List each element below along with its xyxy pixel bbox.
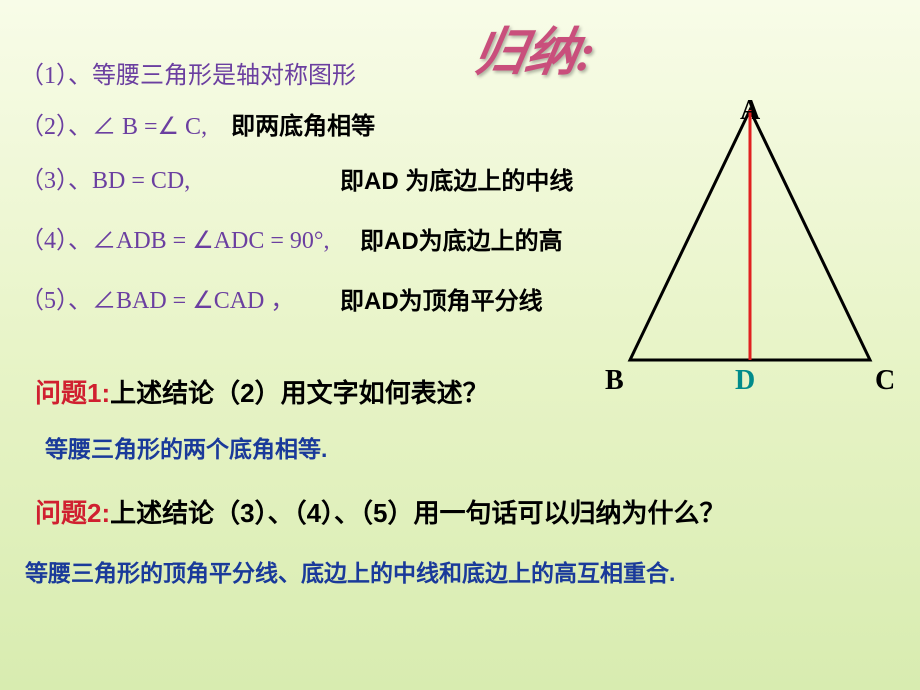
question-2-text: 上述结论（3）、（4）、（5）用一句话可以归纳为什么？ xyxy=(110,498,725,528)
point-3: （3）、BD = CD, xyxy=(20,165,190,199)
vertex-label-a: A xyxy=(740,95,760,127)
point-3-meaning: 即AD 为底边上的中线 xyxy=(340,165,573,199)
point-5: （5）、∠BAD = ∠CAD ， xyxy=(20,285,294,319)
point-4-meaning: 即AD为底边上的高 xyxy=(360,225,563,259)
point-1: （1）、等腰三角形是轴对称图形 xyxy=(20,60,356,94)
question-1: 问题1:上述结论（2）用文字如何表述？ xyxy=(35,375,489,412)
vertex-label-d: D xyxy=(735,365,755,397)
point-3-expr: （3）、BD = CD, xyxy=(20,168,190,194)
point-2-meaning: 即两底角相等 xyxy=(231,113,375,140)
point-5-meaning: 即AD为顶角平分线 xyxy=(340,285,543,319)
point-5-expr: （5）、∠BAD = ∠CAD ， xyxy=(20,288,294,314)
question-1-label: 问题1: xyxy=(35,378,110,408)
question-1-text: 上述结论（2）用文字如何表述？ xyxy=(110,378,488,408)
answer-1: 等腰三角形的两个底角相等. xyxy=(45,430,327,464)
point-4: （4）、∠ADB = ∠ADC = 90°, xyxy=(20,225,330,259)
point-2-expr: （2）、∠ B =∠ C, xyxy=(20,114,207,140)
answer-2: 等腰三角形的顶角平分线、底边上的中线和底边上的高互相重合. xyxy=(25,555,895,592)
vertex-label-c: C xyxy=(875,365,895,397)
vertex-label-b: B xyxy=(605,365,624,397)
triangle-diagram: A B C D xyxy=(610,100,890,400)
point-4-expr: （4）、∠ADB = ∠ADC = 90°, xyxy=(20,228,330,254)
question-2: 问题2:上述结论（3）、（4）、（5）用一句话可以归纳为什么？ xyxy=(35,495,726,532)
triangle-svg xyxy=(610,100,890,400)
summary-title: 归纳: xyxy=(468,10,603,85)
question-2-label: 问题2: xyxy=(35,498,110,528)
point-2: （2）、∠ B =∠ C, 即两底角相等 xyxy=(20,110,375,145)
